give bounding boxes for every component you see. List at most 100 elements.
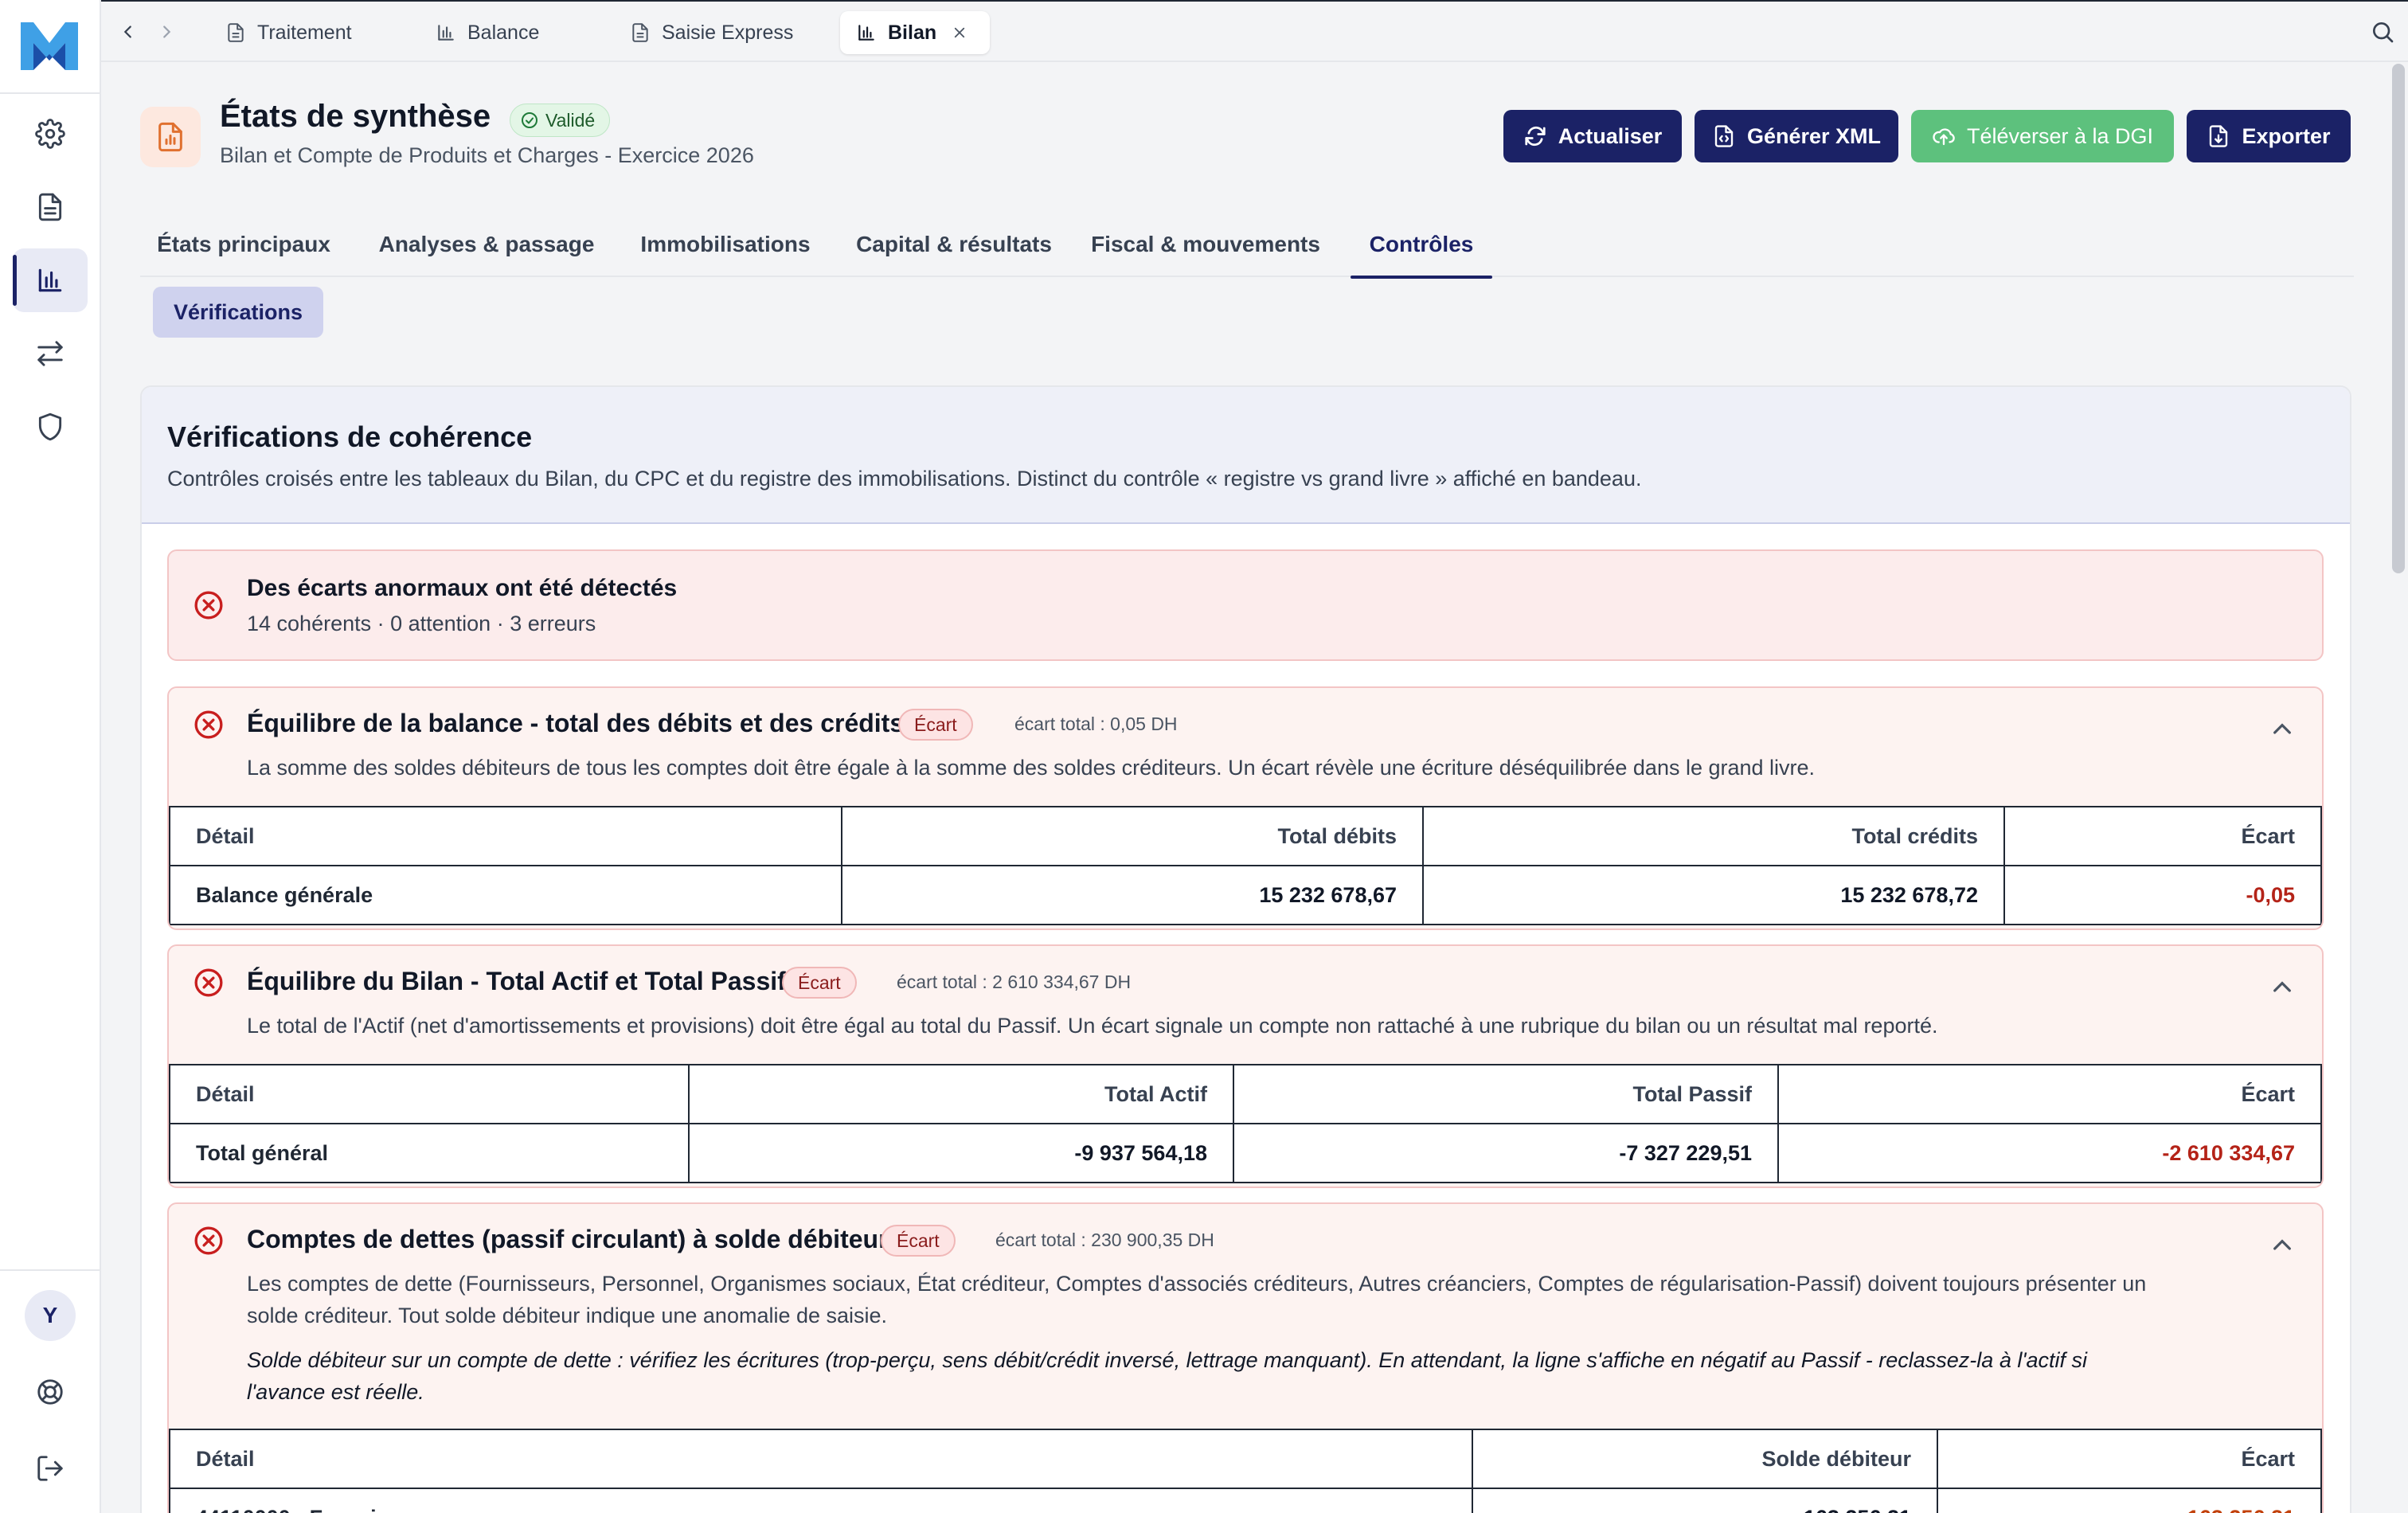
ecart-badge: Écart [782,967,857,999]
ecart-badge: Écart [881,1225,956,1257]
status-label: Validé [545,109,596,131]
close-icon[interactable] [952,25,967,40]
chevron-up-icon[interactable] [2269,975,2295,1000]
check-description: Les comptes de dette (Fournisseurs, Pers… [247,1268,2146,1331]
check-note-line: l'avance est réelle. [247,1380,424,1404]
table-cell: Balance générale [169,865,842,925]
tab-analyses-passage[interactable]: Analyses & passage [378,232,595,256]
check-debt-accounts-debit-balance: Comptes de dettes (passif circulant) à s… [167,1202,2324,1513]
table-cell: -0,05 [2003,865,2322,925]
check-bilan-equilibrium: Équilibre du Bilan - Total Actif et Tota… [167,944,2324,1188]
check-table: Détail Solde débiteur Écart 44110000 - F… [169,1429,2322,1513]
upload-dgi-button[interactable]: Téléverser à la DGI [1911,110,2174,162]
table-cell: 44110000 - Fournisseurs [169,1488,1473,1513]
tab-fiscal-mouvements[interactable]: Fiscal & mouvements [1091,232,1320,256]
doc-tab-saisie-express[interactable]: Saisie Express [614,11,809,54]
help-icon [37,1379,63,1405]
check-description: Le total de l'Actif (net d'amortissement… [247,1014,1938,1038]
doc-tab-balance[interactable]: Balance [420,11,555,54]
doc-tab-label: Traitement [257,21,352,44]
card-title: Vérifications de cohérence [167,420,533,453]
rail-logout[interactable] [13,1437,88,1500]
forward-button[interactable] [152,18,181,46]
rail-help[interactable] [13,1360,88,1424]
scrollbar-thumb[interactable] [2392,64,2405,573]
ecart-total: écart total : 2 610 334,67 DH [897,972,1132,992]
chart-icon [858,25,874,41]
chevron-left-icon [123,25,131,38]
column-header: Total Passif [1233,1064,1779,1124]
transfer-icon [37,341,63,366]
rail-reports[interactable] [13,248,88,312]
refresh-icon [1525,126,1546,147]
app-logo[interactable] [19,19,80,73]
card-description: Contrôles croisés entre les tableaux du … [167,467,1642,491]
rail-documents[interactable] [13,175,88,239]
rail-settings[interactable] [13,102,88,166]
column-header: Détail [169,1064,690,1124]
error-summary-alert: Des écarts anormaux ont été détectés 14 … [167,549,2324,661]
subtab-verifications[interactable]: Vérifications [153,287,324,338]
document-tab-bar: Traitement Balance Saisie Express Bilan [101,0,2408,62]
chevron-up-icon[interactable] [2269,717,2295,742]
table-row: Total général -9 937 564,18 -7 327 229,5… [169,1123,2322,1183]
report-file-icon [158,122,182,152]
column-header: Détail [169,806,842,866]
column-header: Total débits [841,806,1424,866]
tab-controles[interactable]: Contrôles [1351,212,1492,279]
avatar[interactable]: Y [25,1290,76,1341]
table-cell: 15 232 678,67 [841,865,1424,925]
table-cell: 163 256,21 [1937,1488,2322,1513]
check-title: Équilibre de la balance - total des débi… [247,709,905,737]
check-circle-icon [522,112,538,128]
ecart-badge: Écart [898,709,973,741]
file-code-icon [1714,125,1734,147]
verification-card: Vérifications de cohérence Contrôles cro… [140,385,2351,1513]
rail-security[interactable] [13,395,88,459]
table-row: Balance générale 15 232 678,67 15 232 67… [169,865,2322,925]
document-icon [228,23,244,42]
table-cell: Total général [169,1123,690,1183]
export-button[interactable]: Exporter [2187,110,2351,162]
check-balance-equilibrium: Équilibre de la balance - total des débi… [167,686,2324,930]
chevron-up-icon[interactable] [2269,1233,2295,1258]
rail-transfers[interactable] [13,322,88,385]
tab-etats-principaux[interactable]: États principaux [157,232,330,256]
upload-dgi-label: Téléverser à la DGI [1966,123,2154,148]
column-header: Écart [2003,806,2322,866]
generate-xml-button[interactable]: Générer XML [1695,110,1898,162]
table-cell: -2 610 334,67 [1777,1123,2322,1183]
doc-tab-traitement[interactable]: Traitement [209,11,368,54]
back-button[interactable] [114,18,143,46]
column-header: Total crédits [1422,806,2005,866]
refresh-label: Actualiser [1558,123,1663,148]
column-header: Total Actif [688,1064,1234,1124]
chart-icon [438,25,454,41]
column-header: Détail [169,1429,1473,1489]
document-icon [632,23,648,42]
table-cell: 163 256,21 [1472,1488,1938,1513]
tab-capital-resultats[interactable]: Capital & résultats [856,232,1052,256]
check-note: Solde débiteur sur un compte de dette : … [247,1344,2087,1408]
error-circle-icon [194,968,223,997]
table-header-row: Détail Total débits Total crédits Écart [169,806,2322,866]
doc-tab-bilan[interactable]: Bilan [840,11,990,54]
doc-tab-label: Saisie Express [662,21,794,44]
file-download-icon [2210,125,2228,147]
table-cell: -9 937 564,18 [688,1123,1234,1183]
page-subtitle: Bilan et Compte de Produits et Charges -… [220,143,754,167]
alert-summary: 14 cohérents · 0 attention · 3 erreurs [247,612,596,635]
search-button[interactable] [2367,16,2398,48]
doc-tab-label: Bilan [888,21,937,44]
logout-icon [37,1456,63,1481]
table-header-row: Détail Solde débiteur Écart [169,1429,2322,1489]
refresh-button[interactable]: Actualiser [1503,110,1682,162]
tab-immobilisations[interactable]: Immobilisations [640,232,811,256]
shield-icon [38,412,62,441]
status-badge: Validé [510,104,611,137]
check-table: Détail Total débits Total crédits Écart … [169,806,2322,925]
check-title: Équilibre du Bilan - Total Actif et Tota… [247,967,786,995]
check-title: Comptes de dettes (passif circulant) à s… [247,1225,889,1253]
chevron-right-icon [163,25,171,38]
doc-tab-label: Balance [467,21,540,44]
